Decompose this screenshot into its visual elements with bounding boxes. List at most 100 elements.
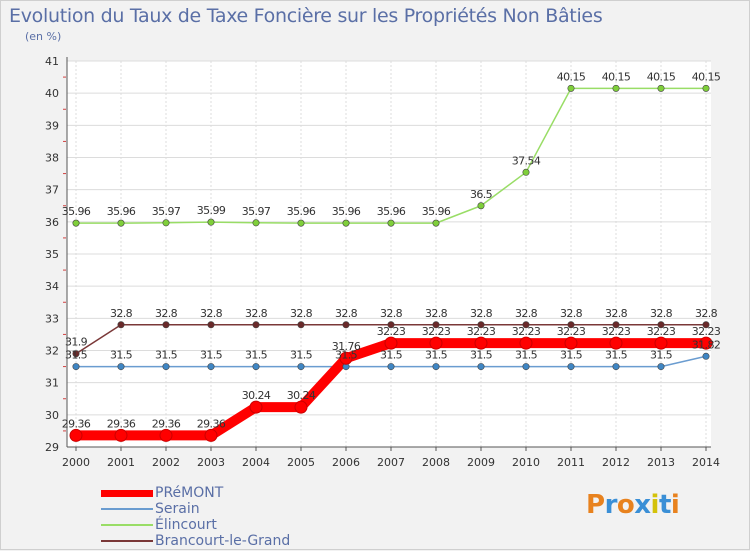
data-point[interactable]	[297, 363, 305, 371]
data-label: 32.8	[650, 307, 673, 320]
data-label: 35.96	[422, 205, 451, 218]
data-point[interactable]	[252, 219, 260, 227]
data-point[interactable]	[162, 219, 170, 227]
data-point[interactable]	[612, 321, 620, 329]
data-point[interactable]	[69, 428, 83, 442]
logo-letter: r	[604, 490, 618, 520]
data-point[interactable]	[252, 363, 260, 371]
data-label: 31.5	[380, 349, 403, 362]
legend-item-serain[interactable]: Serain	[101, 501, 290, 517]
data-point[interactable]	[657, 321, 665, 329]
data-label: 31.5	[560, 349, 583, 362]
x-tick-label: 2013	[647, 456, 675, 469]
data-point[interactable]	[342, 219, 350, 227]
data-point[interactable]	[294, 400, 308, 414]
data-point[interactable]	[207, 218, 215, 226]
data-point[interactable]	[477, 202, 485, 210]
data-point[interactable]	[72, 350, 80, 358]
data-point[interactable]	[342, 321, 350, 329]
data-point[interactable]	[159, 428, 173, 442]
data-point[interactable]	[474, 336, 488, 350]
data-point[interactable]	[387, 219, 395, 227]
data-point[interactable]	[297, 321, 305, 329]
data-label: 31.5	[65, 349, 88, 362]
y-tick-label: 41	[45, 55, 59, 68]
data-label: 32.8	[515, 307, 538, 320]
legend-label-elincourt: Élincourt	[155, 517, 217, 533]
data-point[interactable]	[117, 363, 125, 371]
data-point[interactable]	[477, 363, 485, 371]
legend: PRéMONT Serain Élincourt Brancourt-le-Gr…	[101, 485, 290, 549]
grid-lines	[67, 60, 711, 448]
data-point[interactable]	[657, 363, 665, 371]
data-label: 40.15	[647, 70, 676, 83]
data-point[interactable]	[117, 219, 125, 227]
data-label: 35.97	[152, 205, 181, 218]
y-tick-label: 38	[45, 152, 59, 165]
x-tick-label: 2002	[152, 456, 180, 469]
logo-letter: P	[586, 490, 605, 520]
data-label: 32.23	[512, 325, 541, 338]
data-point[interactable]	[162, 363, 170, 371]
data-label: 31.5	[605, 349, 628, 362]
data-point[interactable]	[387, 363, 395, 371]
y-tick-label: 33	[45, 312, 59, 325]
legend-label-premont: PRéMONT	[155, 485, 224, 501]
legend-item-elincourt[interactable]: Élincourt	[101, 517, 290, 533]
data-point[interactable]	[339, 351, 353, 365]
data-point[interactable]	[162, 321, 170, 329]
data-label: 31.5	[515, 349, 538, 362]
data-point[interactable]	[432, 219, 440, 227]
data-point[interactable]	[432, 321, 440, 329]
data-point[interactable]	[564, 336, 578, 350]
data-point[interactable]	[72, 363, 80, 371]
data-point[interactable]	[432, 363, 440, 371]
data-point[interactable]	[699, 336, 713, 350]
data-point[interactable]	[522, 363, 530, 371]
data-label: 35.96	[377, 205, 406, 218]
data-point[interactable]	[702, 321, 710, 329]
data-point[interactable]	[477, 321, 485, 329]
data-label: 31.5	[290, 349, 313, 362]
data-point[interactable]	[387, 321, 395, 329]
y-tick-label: 31	[45, 377, 59, 390]
data-point[interactable]	[654, 336, 668, 350]
data-point[interactable]	[567, 321, 575, 329]
legend-item-premont[interactable]: PRéMONT	[101, 485, 290, 501]
legend-item-brancourt[interactable]: Brancourt-le-Grand	[101, 533, 290, 549]
data-label: 29.36	[62, 417, 91, 430]
data-point[interactable]	[252, 321, 260, 329]
data-point[interactable]	[117, 321, 125, 329]
data-point[interactable]	[204, 428, 218, 442]
data-point[interactable]	[657, 84, 665, 92]
y-tick-label: 32	[45, 345, 59, 358]
y-tick-label: 29	[45, 441, 59, 454]
data-label: 32.8	[335, 307, 358, 320]
data-point[interactable]	[702, 84, 710, 92]
data-point[interactable]	[522, 168, 530, 176]
data-label: 31.5	[200, 349, 223, 362]
data-point[interactable]	[429, 336, 443, 350]
data-label: 40.15	[602, 70, 631, 83]
data-point[interactable]	[609, 336, 623, 350]
data-point[interactable]	[612, 363, 620, 371]
data-label: 32.8	[605, 307, 628, 320]
data-point[interactable]	[567, 363, 575, 371]
data-point[interactable]	[297, 219, 305, 227]
data-point[interactable]	[522, 321, 530, 329]
data-point[interactable]	[567, 84, 575, 92]
data-label: 32.23	[422, 325, 451, 338]
data-point[interactable]	[519, 336, 533, 350]
logo-letter: o	[616, 490, 635, 520]
data-point[interactable]	[384, 336, 398, 350]
data-point[interactable]	[207, 363, 215, 371]
data-point[interactable]	[114, 428, 128, 442]
data-point[interactable]	[72, 219, 80, 227]
data-label: 31.5	[245, 349, 268, 362]
data-point[interactable]	[207, 321, 215, 329]
legend-swatch-elincourt	[101, 524, 153, 526]
data-point[interactable]	[702, 352, 710, 360]
data-label: 35.96	[332, 205, 361, 218]
data-point[interactable]	[249, 400, 263, 414]
data-point[interactable]	[612, 84, 620, 92]
